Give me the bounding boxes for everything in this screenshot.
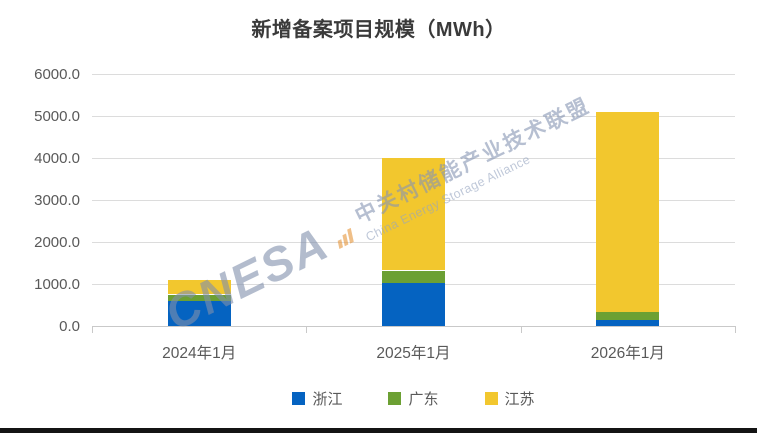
legend-item-广东: 广东 [388, 388, 439, 409]
legend-label: 广东 [408, 391, 439, 408]
bar-segment-江苏 [596, 111, 660, 312]
legend-label: 江苏 [504, 391, 535, 408]
legend-item-浙江: 浙江 [292, 388, 342, 409]
y-axis-tick-label: 0.0 [59, 317, 80, 335]
bar-segment-江苏 [382, 158, 445, 271]
chart-title: 新增备案项目规模（MWh） [251, 19, 506, 41]
y-axis-tick-label: 3000.0 [34, 191, 80, 209]
gridline [92, 326, 735, 327]
bar-segment-浙江 [596, 320, 660, 326]
bar-segment-广东 [382, 270, 445, 284]
x-axis-tick [735, 326, 736, 333]
watermark-logo-icon [336, 227, 354, 249]
legend-swatch [388, 392, 402, 405]
gridline [92, 116, 735, 117]
legend-swatch [292, 392, 306, 405]
bottom-border-line [0, 428, 757, 433]
x-axis-tick [306, 326, 308, 333]
x-axis-category-label: 2025年1月 [376, 345, 451, 362]
x-axis-tick [520, 326, 522, 333]
x-axis-category-label: 2024年1月 [162, 345, 237, 362]
y-axis-tick-label: 4000.0 [34, 149, 80, 167]
y-axis-tick-label: 2000.0 [34, 233, 80, 251]
bar-segment-广东 [596, 311, 660, 321]
legend-swatch [484, 392, 498, 405]
bar-segment-浙江 [167, 300, 231, 326]
bar-segment-浙江 [382, 283, 445, 326]
bar-segment-江苏 [167, 279, 231, 295]
y-axis-tick-label: 1000.0 [34, 275, 80, 293]
legend-label: 浙江 [312, 391, 343, 408]
gridline [92, 74, 735, 75]
y-axis-tick-label: 5000.0 [34, 107, 80, 125]
y-axis-tick-label: 6000.0 [34, 65, 80, 83]
legend: 浙江 广东 江苏 [92, 388, 735, 409]
x-axis-tick [92, 326, 93, 333]
legend-item-江苏: 江苏 [484, 388, 535, 409]
x-axis-category-label: 2026年1月 [590, 345, 665, 362]
bar-segment-广东 [167, 294, 231, 301]
